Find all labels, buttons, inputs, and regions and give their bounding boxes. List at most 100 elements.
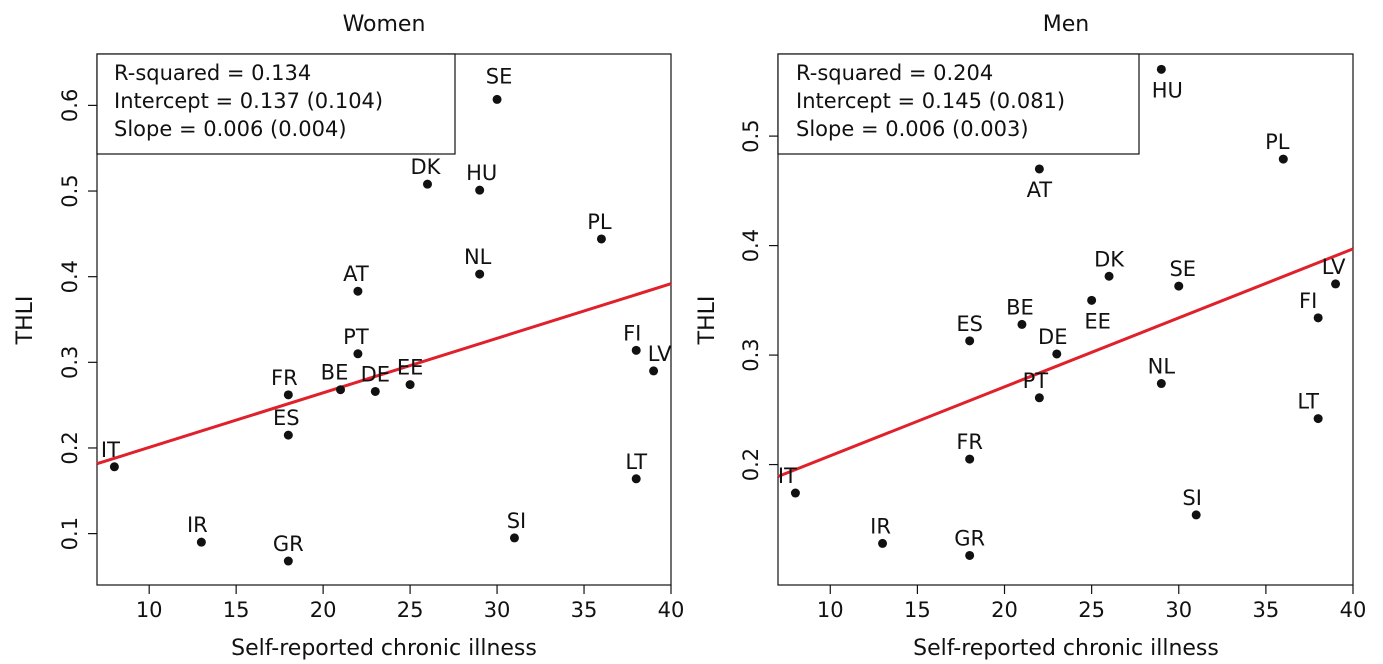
point-label-it: IT xyxy=(101,438,120,462)
y-tick-label: 0.4 xyxy=(739,229,763,262)
x-tick-label: 35 xyxy=(571,598,598,622)
point-label-fr: FR xyxy=(271,366,298,390)
x-tick-label: 15 xyxy=(223,598,250,622)
x-axis-label: Self-reported chronic illness xyxy=(231,636,537,661)
point-label-dk: DK xyxy=(411,155,442,179)
x-tick-label: 30 xyxy=(1165,598,1192,622)
point-fr xyxy=(965,454,975,464)
point-se xyxy=(1174,281,1184,291)
x-tick-label: 10 xyxy=(817,598,844,622)
point-label-at: AT xyxy=(1027,178,1053,202)
point-label-se: SE xyxy=(486,64,513,88)
point-label-gr: GR xyxy=(954,526,985,550)
point-it xyxy=(109,462,119,472)
point-de xyxy=(1052,349,1062,359)
point-label-de: DE xyxy=(361,362,390,386)
point-pt xyxy=(1034,393,1044,403)
point-nl xyxy=(475,269,485,279)
point-label-pt: PT xyxy=(343,325,369,349)
data-points: IT IR GR ES FR BE PT AT DE EE DK HU NL SE SI PL FI LT LV xyxy=(101,64,672,566)
x-tick-label: 30 xyxy=(484,598,511,622)
point-label-lv: LV xyxy=(648,342,672,366)
stat-r-squared: R-squared = 0.134 xyxy=(114,61,311,85)
y-axis-label: THLI xyxy=(695,296,720,346)
point-lv xyxy=(1331,279,1341,289)
stats-box xyxy=(777,53,1140,155)
point-label-lt: LT xyxy=(1297,390,1319,414)
point-lt xyxy=(631,474,641,484)
point-label-nl: NL xyxy=(1148,355,1176,379)
point-fi xyxy=(631,345,641,355)
x-tick-label: 20 xyxy=(310,598,337,622)
point-be xyxy=(1017,319,1027,329)
point-ir xyxy=(196,537,206,547)
point-label-nl: NL xyxy=(464,245,492,269)
point-si xyxy=(1191,510,1201,520)
x-axis: 10 15 20 25 30 35 40 xyxy=(817,585,1366,622)
stat-intercept: Intercept = 0.137 (0.104) xyxy=(114,89,383,113)
point-label-hu: HU xyxy=(1152,78,1183,102)
point-it xyxy=(790,488,800,498)
x-tick-label: 35 xyxy=(1253,598,1280,622)
point-hu xyxy=(1156,64,1166,74)
point-label-dk: DK xyxy=(1094,247,1125,271)
point-label-ir: IR xyxy=(870,514,891,538)
x-tick-label: 40 xyxy=(658,598,685,622)
point-label-ee: EE xyxy=(1084,309,1111,333)
point-label-fr: FR xyxy=(956,430,983,454)
point-ee xyxy=(1087,295,1097,305)
point-label-si: SI xyxy=(507,509,527,533)
x-axis-label: Self-reported chronic illness xyxy=(913,636,1219,661)
stat-slope: Slope = 0.006 (0.003) xyxy=(796,117,1029,141)
point-se xyxy=(492,94,502,104)
stats-box xyxy=(96,53,456,155)
stat-slope: Slope = 0.006 (0.004) xyxy=(114,117,347,141)
y-axis-label: THLI xyxy=(13,296,38,346)
chart-title: Men xyxy=(1043,12,1089,37)
y-tick-label: 0.2 xyxy=(739,448,763,481)
regression-line xyxy=(96,282,672,466)
point-si xyxy=(509,533,519,543)
y-tick-label: 0.1 xyxy=(58,517,82,550)
point-at xyxy=(353,286,363,296)
point-lt xyxy=(1313,414,1323,424)
point-label-fi: FI xyxy=(623,321,641,345)
point-hu xyxy=(475,185,485,195)
y-tick-label: 0.4 xyxy=(58,260,82,293)
point-label-lv: LV xyxy=(1322,255,1346,279)
point-label-it: IT xyxy=(778,464,797,488)
point-gr xyxy=(283,556,293,566)
y-tick-label: 0.5 xyxy=(58,174,82,207)
x-tick-label: 10 xyxy=(136,598,163,622)
stat-r-squared: R-squared = 0.204 xyxy=(796,61,993,85)
regression-line xyxy=(777,247,1354,478)
y-axis: 0.1 0.2 0.3 0.4 0.5 0.6 xyxy=(58,89,97,550)
point-label-es: ES xyxy=(956,312,983,336)
point-label-pl: PL xyxy=(587,210,612,234)
point-es xyxy=(283,430,293,440)
point-label-ir: IR xyxy=(187,513,208,537)
y-tick-label: 0.6 xyxy=(58,89,82,122)
point-label-at: AT xyxy=(343,262,369,286)
point-label-si: SI xyxy=(1182,486,1202,510)
x-tick-label: 25 xyxy=(397,598,424,622)
data-points: IT IR GR FR ES BE AT PT DE EE DK HU NL SE SI PL FI LT LV xyxy=(778,64,1346,560)
women-panel: Women 10 15 20 25 30 35 40 0.10.20.30.40.50.6 … xyxy=(13,12,684,661)
x-tick-label: 25 xyxy=(1078,598,1105,622)
point-label-be: BE xyxy=(321,361,349,385)
point-label-ee: EE xyxy=(397,356,424,380)
y-tick-label: 0.5 xyxy=(739,119,763,152)
point-fr xyxy=(283,390,293,400)
point-be xyxy=(336,385,346,395)
point-de xyxy=(370,386,380,396)
x-tick-label: 15 xyxy=(904,598,931,622)
y-tick-label: 0.3 xyxy=(58,346,82,379)
point-ir xyxy=(878,538,888,548)
x-tick-label: 40 xyxy=(1340,598,1367,622)
point-label-fi: FI xyxy=(1299,289,1317,313)
y-tick-label: 0.2 xyxy=(58,431,82,464)
point-dk xyxy=(422,179,432,189)
x-axis: 10 15 20 25 30 35 40 xyxy=(136,585,685,622)
point-lv xyxy=(649,366,659,376)
